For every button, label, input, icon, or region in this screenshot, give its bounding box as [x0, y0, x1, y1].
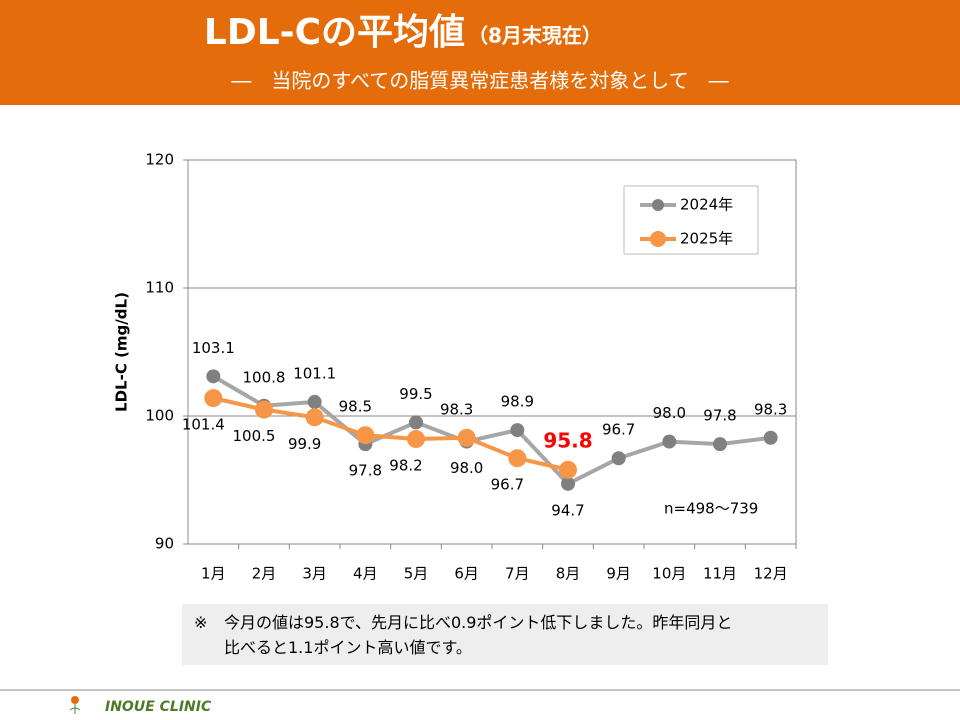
x-tick-label: 8月: [556, 565, 581, 583]
data-label: 98.0: [450, 459, 483, 477]
x-tick-label: 5月: [404, 565, 429, 583]
data-point: [255, 400, 273, 419]
legend-label: 2025年: [680, 230, 733, 248]
y-tick-label: 100: [145, 407, 174, 425]
y-tick-label: 110: [145, 279, 174, 297]
data-label: 101.4: [182, 416, 225, 434]
clinic-name: INOUE CLINIC: [105, 699, 212, 715]
annotation: n=498～739: [664, 500, 758, 518]
data-point: [204, 389, 223, 408]
data-label: 95.8: [543, 428, 592, 452]
data-point: [662, 434, 677, 449]
x-tick-label: 1月: [201, 565, 226, 583]
data-point: [508, 449, 527, 468]
note-line: 比べると1.1ポイント高い値です。: [224, 638, 472, 657]
data-label: 96.7: [602, 421, 635, 439]
data-label: 100.5: [233, 427, 276, 445]
header-band: [0, 0, 960, 105]
logo: [69, 696, 81, 714]
data-label: 94.7: [551, 501, 584, 519]
note-text: 今月の値は95.8で、先月に比べ0.9ポイント低下しました。昨年同月と 比べると1…: [224, 610, 732, 665]
note-mark: ※: [194, 613, 208, 632]
data-point: [510, 423, 525, 438]
data-point: [305, 408, 324, 427]
data-label: 98.2: [389, 457, 422, 475]
x-tick-label: 6月: [454, 565, 479, 583]
data-point: [307, 394, 322, 409]
data-label: 98.9: [501, 393, 534, 411]
data-label: 98.0: [653, 404, 686, 422]
x-tick-label: 12月: [754, 565, 788, 583]
subtitle: ― 当院のすべての脂質異常症患者様を対象として ―: [231, 69, 728, 93]
y-tick-label: 120: [145, 151, 174, 169]
legend-marker: [650, 231, 666, 247]
data-point: [457, 428, 476, 447]
x-tick-label: 2月: [252, 565, 277, 583]
data-label: 98.3: [440, 400, 473, 418]
data-label: 98.3: [754, 400, 787, 418]
legend-marker: [652, 199, 664, 211]
data-label: 100.8: [243, 368, 286, 386]
x-tick-label: 3月: [302, 565, 327, 583]
y-tick-label: 90: [155, 535, 174, 553]
data-label: 103.1: [192, 339, 235, 357]
legend-box: [623, 185, 759, 255]
data-label: 98.5: [339, 398, 372, 416]
note-line: 今月の値は95.8で、先月に比べ0.9ポイント低下しました。昨年同月と: [224, 613, 733, 632]
x-tick-label: 7月: [505, 565, 530, 583]
data-label: 96.7: [491, 476, 524, 494]
data-label: 97.8: [349, 462, 382, 480]
note-box: ※ 今月の値は95.8で、先月に比べ0.9ポイント低下しました。昨年同月と 比べる…: [182, 604, 828, 665]
data-point: [206, 369, 221, 384]
data-point: [561, 476, 575, 491]
data-point: [356, 426, 375, 445]
data-point: [407, 430, 425, 449]
data-label: 97.8: [703, 407, 736, 425]
y-axis-label: LDL-C (mg/dL): [113, 292, 131, 412]
x-tick-label: 4月: [353, 565, 378, 583]
data-point: [611, 451, 626, 466]
title: LDL-Cの平均値: [204, 12, 465, 53]
data-point: [713, 437, 727, 452]
legend-label: 2024年: [680, 196, 733, 214]
data-label: 99.5: [399, 385, 432, 403]
data-point: [763, 430, 778, 445]
x-tick-label: 9月: [606, 565, 631, 583]
series-line: [212, 374, 771, 487]
x-tick-label: 10月: [652, 565, 686, 583]
x-tick-label: 11月: [703, 565, 737, 583]
data-point: [409, 415, 423, 430]
title-suffix: （8月末現在）: [468, 24, 602, 48]
data-label: 99.9: [288, 435, 321, 453]
data-label: 101.1: [293, 364, 336, 382]
data-point: [559, 460, 577, 479]
